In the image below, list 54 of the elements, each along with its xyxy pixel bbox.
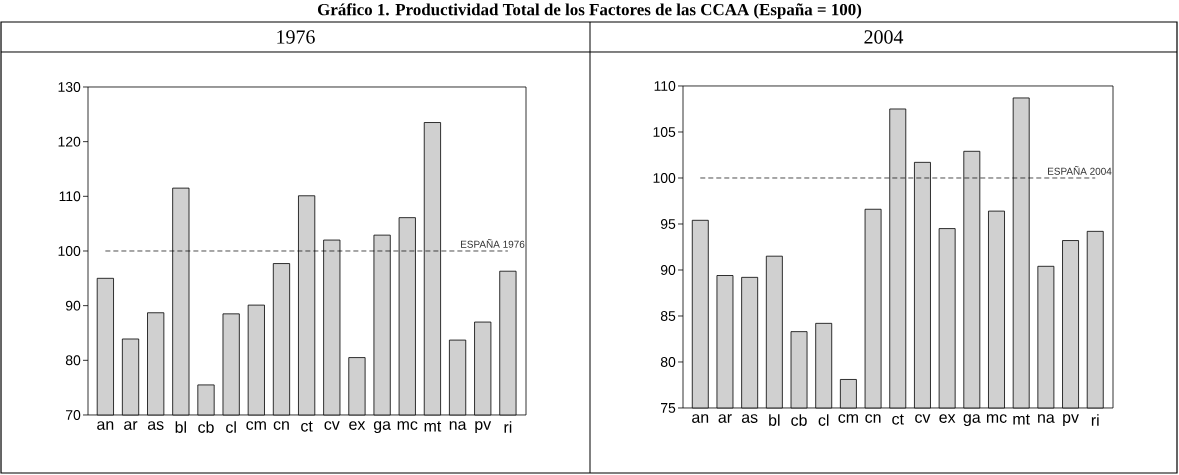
y-tick-label: 120 <box>58 136 81 147</box>
x-tick-label: bl <box>769 414 780 426</box>
x-tick-label: ga <box>373 421 391 434</box>
x-tick-label: cm <box>246 421 266 430</box>
x-tick-label: ex <box>939 414 956 423</box>
x-tick-label: cl <box>226 421 236 433</box>
x-tick-label: as <box>741 414 758 423</box>
x-tick-label: na <box>449 421 467 430</box>
x-tick-label: an <box>97 421 114 430</box>
y-tick-label: 110 <box>59 191 81 202</box>
chart-subtitle: 2004 <box>864 30 904 44</box>
y-tick-label: 105 <box>653 127 676 137</box>
x-tick-label: an <box>692 414 709 423</box>
x-tick-label: ri <box>1091 414 1099 426</box>
ref-line-label: ESPAÑA 2004 <box>1048 165 1112 175</box>
x-tick-label: cn <box>865 414 881 423</box>
x-tick-label: cb <box>198 421 214 433</box>
x-tick-label: ri <box>504 421 512 433</box>
x-tick-label: ar <box>718 414 732 423</box>
x-tick-label: cn <box>273 421 289 430</box>
ref-line-label: ESPAÑA 1976 <box>461 238 525 248</box>
y-tick-label: 90 <box>660 265 676 275</box>
y-tick-label: 100 <box>653 173 676 183</box>
x-tick-label: as <box>147 421 164 430</box>
x-tick-label: ar <box>124 421 138 430</box>
y-tick-label: 95 <box>660 219 676 229</box>
y-tick-label: 75 <box>661 403 676 413</box>
x-tick-label: cv <box>915 414 931 423</box>
y-tick-label: 80 <box>65 355 81 366</box>
x-tick-label: mt <box>424 421 442 432</box>
x-tick-label: cv <box>324 421 340 430</box>
x-tick-label: bl <box>175 421 186 433</box>
y-tick-label: 70 <box>66 410 81 420</box>
x-tick-label: cl <box>818 414 829 426</box>
x-tick-label: ct <box>892 414 904 425</box>
x-tick-label: na <box>1038 414 1055 423</box>
x-tick-label: ct <box>301 421 313 432</box>
y-tick-label: 85 <box>660 311 676 321</box>
y-tick-label: 90 <box>65 300 81 311</box>
text: Gráfico 1. Productividad Total de los Factores de las CCAA (España = 100) <box>317 3 862 19</box>
x-tick-label: pv <box>1063 414 1079 427</box>
x-tick-label: ex <box>349 421 366 430</box>
x-tick-label: mc <box>397 421 418 430</box>
y-tick-label: 110 <box>654 81 676 91</box>
x-tick-label: mt <box>1013 414 1030 425</box>
x-tick-label: pv <box>475 421 492 434</box>
chart-subtitle: 1976 <box>277 30 315 44</box>
y-tick-label: 100 <box>58 246 81 256</box>
x-tick-label: cm <box>838 414 858 423</box>
y-tick-label: 80 <box>660 357 676 367</box>
x-tick-label: ga <box>963 414 981 427</box>
y-tick-label: 130 <box>58 82 81 92</box>
x-tick-label: cb <box>791 414 807 426</box>
x-tick-label: mc <box>986 414 1007 423</box>
